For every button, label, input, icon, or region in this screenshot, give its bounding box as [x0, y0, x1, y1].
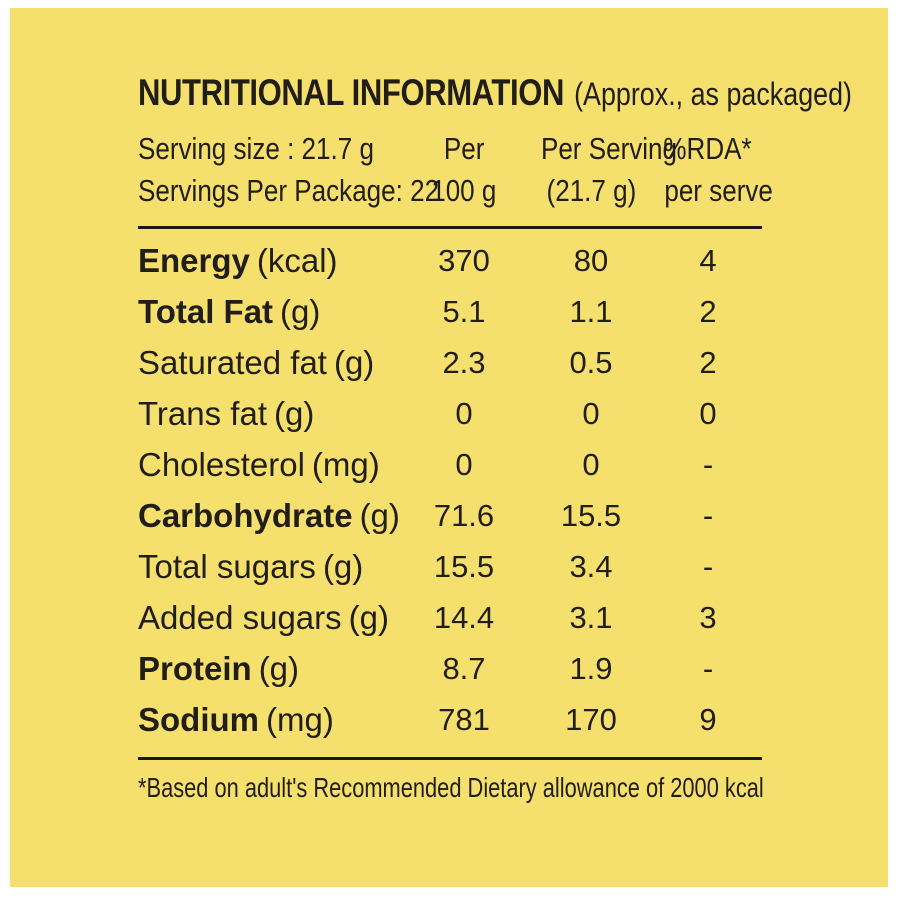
- serving-size-text: Serving size : 21.7 g: [138, 131, 374, 166]
- col-header-rda-sub: per serve: [664, 173, 773, 208]
- value-per-serving: 80: [573, 242, 609, 278]
- table-row-energy: Energy (kcal) 370 80 4: [138, 235, 762, 286]
- servings-per-package-text: Servings Per Package: 22: [138, 173, 440, 208]
- value-per-serving: 15.5: [560, 497, 622, 533]
- row-unit: (g): [274, 394, 315, 432]
- row-name: Total Fat: [138, 292, 274, 330]
- table-row-total-sugars: Total sugars (g) 15.5 3.4 -: [138, 541, 762, 592]
- value-per-100g: 370: [438, 242, 490, 278]
- value-per-100g: 14.4: [433, 599, 495, 635]
- row-unit: (g): [359, 496, 400, 534]
- value-per-serving: 3.4: [569, 548, 613, 584]
- value-per-serving: 0: [582, 395, 600, 431]
- header-row-1: Serving size : 21.7 g Per Per Serving %R…: [138, 128, 762, 170]
- row-unit: (g): [322, 547, 364, 585]
- value-per-serving: 1.9: [569, 650, 613, 686]
- row-name: Protein: [138, 649, 252, 687]
- value-rda: 2: [699, 293, 717, 329]
- rda-footnote: *Based on adult's Recommended Dietary al…: [138, 772, 764, 804]
- value-rda: 3: [699, 599, 717, 635]
- col-header-rda: %RDA*: [663, 131, 753, 166]
- row-unit: (mg): [311, 445, 380, 483]
- table-row-sodium: Sodium (mg) 781 170 9: [138, 694, 762, 745]
- col-header-per-sub: 100 g: [431, 173, 497, 208]
- value-per-serving: 1.1: [569, 293, 613, 329]
- value-rda: 4: [699, 242, 717, 278]
- row-name: Sodium: [138, 700, 259, 738]
- value-per-100g: 0: [455, 446, 473, 482]
- rda-footnote-text: *Based on adult's Recommended Dietary al…: [138, 772, 764, 803]
- divider-top: [138, 226, 762, 229]
- row-name: Total sugars: [138, 547, 316, 585]
- label-background: [10, 8, 888, 887]
- row-name: Saturated fat: [138, 343, 327, 381]
- value-per-serving: 0: [582, 446, 600, 482]
- table-row-added-sugars: Added sugars (g) 14.4 3.1 3: [138, 592, 762, 643]
- value-rda: 0: [699, 395, 717, 431]
- value-rda: 2: [699, 344, 717, 380]
- value-per-100g: 0: [455, 395, 473, 431]
- value-per-100g: 15.5: [433, 548, 495, 584]
- value-rda: -: [702, 650, 714, 686]
- value-rda: -: [702, 548, 714, 584]
- label-title: NUTRITIONAL INFORMATION (Approx., as pack…: [138, 64, 852, 122]
- value-per-100g: 8.7: [442, 650, 486, 686]
- row-name: Trans fat: [138, 394, 267, 432]
- row-unit: (g): [280, 292, 321, 330]
- col-header-per: Per: [443, 131, 485, 166]
- serving-size: Serving size : 21.7 g: [138, 131, 400, 167]
- row-unit: (kcal): [256, 241, 338, 279]
- title-text: NUTRITIONAL INFORMATION: [138, 72, 564, 113]
- table-row-carbohydrate: Carbohydrate (g) 71.6 15.5 -: [138, 490, 762, 541]
- value-rda: -: [702, 446, 714, 482]
- value-per-100g: 5.1: [442, 293, 486, 329]
- header-row-2: Servings Per Package: 22 100 g (21.7 g) …: [138, 170, 773, 212]
- servings-per-package: Servings Per Package: 22: [138, 173, 439, 209]
- row-unit: (g): [333, 343, 375, 381]
- row-unit: (g): [258, 649, 300, 687]
- table-row-trans-fat: Trans fat (g) 0 0 0: [138, 388, 762, 439]
- nutrition-label: NUTRITIONAL INFORMATION (Approx., as pack…: [138, 64, 852, 804]
- col-header-per-serving: Per Serving: [540, 131, 678, 166]
- value-per-100g: 2.3: [442, 344, 486, 380]
- row-name: Cholesterol: [138, 445, 305, 483]
- title-suffix-text: (Approx., as packaged): [574, 76, 852, 112]
- value-per-100g: 781: [438, 701, 490, 737]
- value-rda: 9: [699, 701, 717, 737]
- table-row-saturated-fat: Saturated fat (g) 2.3 0.5 2: [138, 337, 762, 388]
- table-row-total-fat: Total Fat (g) 5.1 1.1 2: [138, 286, 762, 337]
- value-per-serving: 3.1: [569, 599, 613, 635]
- col-header-per-serving-sub: (21.7 g): [546, 173, 636, 208]
- value-per-serving: 170: [565, 701, 617, 737]
- row-name: Added sugars: [138, 598, 342, 636]
- value-per-100g: 71.6: [433, 497, 495, 533]
- row-unit: (mg): [266, 700, 334, 738]
- nutrition-table: Energy (kcal) 370 80 4 Total Fat (g) 5.1 1…: [138, 235, 762, 745]
- row-name: Energy: [138, 241, 250, 279]
- value-per-serving: 0.5: [569, 344, 613, 380]
- row-unit: (g): [348, 598, 389, 636]
- value-rda: -: [702, 497, 714, 533]
- divider-bottom: [138, 757, 762, 760]
- row-name: Carbohydrate: [138, 496, 353, 534]
- table-row-cholesterol: Cholesterol (mg) 0 0 -: [138, 439, 762, 490]
- table-row-protein: Protein (g) 8.7 1.9 -: [138, 643, 762, 694]
